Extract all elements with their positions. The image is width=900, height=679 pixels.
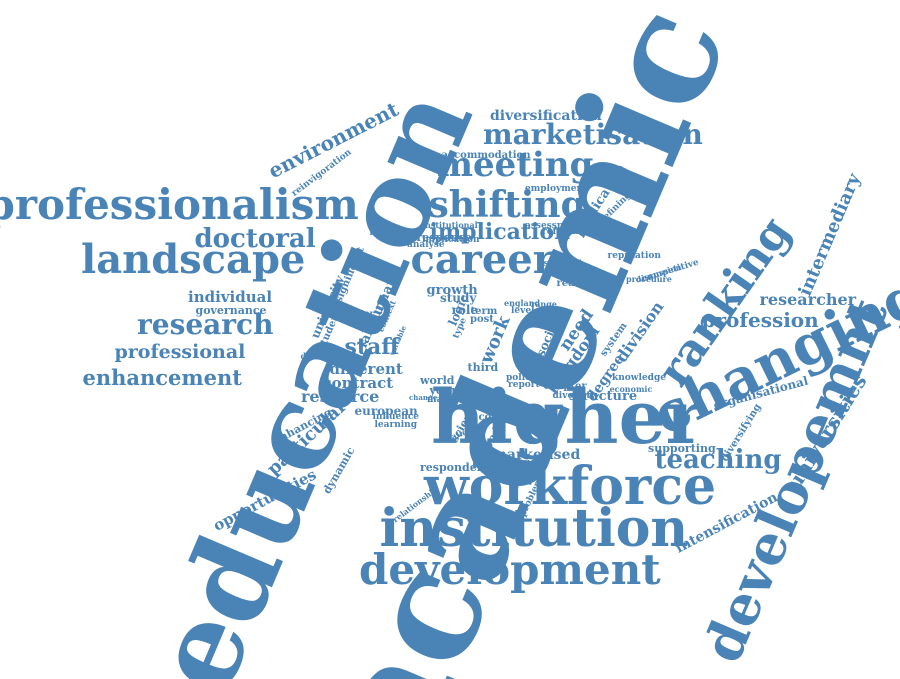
word-cloud-word: intermediary (794, 170, 865, 300)
word-cloud-word: term (470, 306, 498, 317)
word-cloud-word: researcher (759, 290, 857, 309)
word-cloud-word: economic (609, 384, 653, 394)
word-cloud-word: professionalism (0, 180, 359, 229)
word-cloud-word: implication (422, 234, 480, 245)
word-cloud-word: professional (114, 340, 246, 363)
word-cloud-word: individual (188, 287, 273, 306)
word-cloud-word: convergence (478, 412, 550, 423)
word-cloud-word: landscape (81, 236, 306, 283)
word-cloud-word: accommodation (441, 150, 531, 161)
word-cloud-word: level (511, 305, 535, 316)
word-cloud-word: institutional (422, 220, 478, 230)
word-cloud-word: marketisation (483, 118, 703, 151)
word-cloud-word: market (427, 394, 464, 405)
word-cloud-word: range (531, 299, 557, 309)
word-cloud-word: influence (372, 411, 420, 422)
word-cloud-word: england (504, 298, 541, 308)
word-cloud-word: governance (195, 303, 267, 317)
word-cloud-word: assessment (525, 220, 583, 231)
word-cloud-word: reading (556, 278, 600, 289)
word-cloud-word: role (451, 303, 479, 317)
word-cloud-word: function (317, 349, 355, 359)
word-cloud-word: learning (374, 419, 418, 430)
word-cloud-word: young (429, 383, 467, 397)
word-cloud-word: reference (542, 226, 591, 237)
word-cloud-word: profession (701, 308, 819, 332)
word-cloud-word: teaching (654, 445, 782, 475)
word-cloud-word: sector (346, 308, 374, 318)
word-cloud-word: world (420, 373, 455, 387)
word-cloud-word: staff (344, 334, 400, 360)
word-cloud-word: european (354, 404, 418, 418)
word-cloud-word: career (410, 236, 554, 283)
word-cloud-word: diversity (552, 390, 596, 401)
word-cloud-word: training (541, 266, 587, 277)
word-cloud-word: research (137, 308, 274, 341)
word-cloud-word: analyse (407, 239, 445, 250)
word-cloud-word: different (329, 359, 403, 378)
word-cloud-word: contract (322, 373, 394, 392)
word-cloud-word: processes (472, 455, 538, 469)
word-cloud-word: change (409, 392, 438, 402)
word-cloud-word: knowledge (612, 372, 666, 383)
word-cloud-word: workforce (424, 456, 717, 517)
word-cloud-word: procedure (626, 274, 672, 284)
word-cloud-word: enhancement (82, 364, 242, 390)
word-cloud-word: responding (369, 227, 421, 237)
word-cloud-word: higher (431, 375, 705, 461)
word-cloud-word: institution (379, 498, 689, 559)
word-cloud-word: shifting (428, 184, 586, 226)
word-cloud-word: definition (300, 351, 344, 361)
word-cloud-word: structure (569, 388, 638, 404)
word-cloud-word: reputation (607, 250, 661, 261)
word-cloud-word: third (467, 360, 499, 374)
word-cloud-word: respondent (420, 460, 490, 474)
word-cloud-word: resource (301, 387, 380, 406)
word-cloud-word: doctoral (194, 224, 316, 254)
word-cloud-word: support (543, 258, 583, 269)
word-cloud-word: post (470, 314, 494, 325)
word-cloud-word: response (416, 230, 472, 244)
word-cloud-word: meeting (437, 145, 594, 185)
word-cloud-word: policy (506, 372, 536, 383)
word-cloud-word: chapter (543, 381, 587, 392)
word-cloud-word: employment (525, 183, 588, 194)
word-cloud-word: study (440, 291, 477, 305)
word-cloud-word: growth (426, 282, 478, 298)
word-cloud-word: report (508, 379, 540, 390)
word-cloud-word: diversification (490, 108, 602, 124)
word-cloud-word: development (359, 545, 661, 594)
word-cloud-word: implication (429, 219, 571, 245)
word-cloud-word: marketised (492, 447, 581, 463)
word-cloud-word: supporting (648, 441, 716, 455)
